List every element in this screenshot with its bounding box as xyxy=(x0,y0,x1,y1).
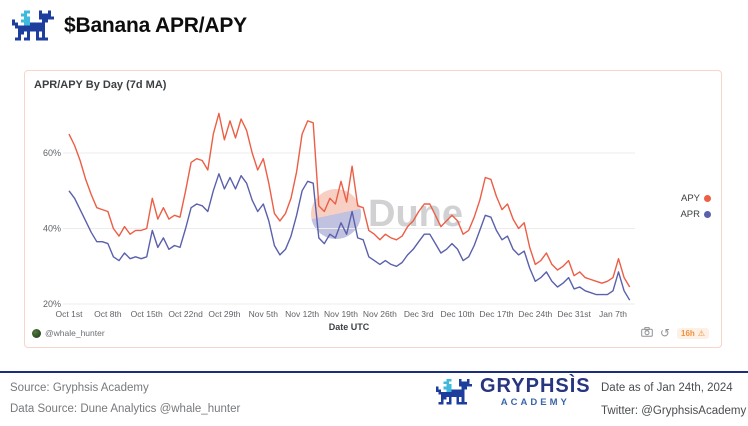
chart-toolbar: ↺ 16h ⚠ xyxy=(641,326,709,340)
data-age-label: 16h xyxy=(681,328,695,338)
footer-divider xyxy=(0,371,748,373)
svg-text:60%: 60% xyxy=(43,148,61,158)
x-tick-label: Oct 1st xyxy=(55,309,83,319)
x-tick-label: Dec 3rd xyxy=(403,309,434,319)
x-tick-label: Oct 8th xyxy=(94,309,122,319)
warning-icon: ⚠ xyxy=(697,328,705,338)
brand-wordmark: GRYPHSÌS ACADEMY xyxy=(480,376,591,408)
chart-panel: Dune 20% 40% 60% APR/APY By Day (7d MA) Oc… xyxy=(24,70,722,348)
author-handle[interactable]: @whale_hunter xyxy=(32,328,105,338)
chart-title: APR/APY By Day (7d MA) xyxy=(34,79,167,91)
gryphsis-logo-icon xyxy=(436,379,472,406)
x-axis-ticks: Oct 1st Oct 8th Oct 15th Oct 22nd Oct 29th No… xyxy=(25,309,721,321)
camera-icon xyxy=(641,326,653,337)
legend-item-apy[interactable]: APY xyxy=(681,193,711,204)
author-handle-label: @whale_hunter xyxy=(45,328,105,338)
x-tick-label: Nov 26th xyxy=(362,309,397,319)
footer-brand: GRYPHSÌS ACADEMY xyxy=(436,376,591,408)
screenshot-button[interactable] xyxy=(641,326,653,339)
x-tick-label: Dec 10th xyxy=(440,309,475,319)
svg-text:20%: 20% xyxy=(43,299,61,309)
as-of-date: Date as of Jan 24th, 2024 xyxy=(601,382,733,394)
x-tick-label: Dec 31st xyxy=(557,309,591,319)
x-tick-label: Oct 15th xyxy=(130,309,163,319)
data-age-badge[interactable]: 16h ⚠ xyxy=(677,327,709,339)
chart-legend: APY APR xyxy=(680,193,711,220)
x-tick-label: Jan 7th xyxy=(599,309,627,319)
x-tick-label: Nov 5th xyxy=(248,309,278,319)
brand-name: GRYPHSÌS xyxy=(480,375,591,397)
x-tick-label: Nov 12th xyxy=(285,309,320,319)
svg-text:40%: 40% xyxy=(43,224,61,234)
legend-dot-icon xyxy=(704,211,711,218)
pixel-dragon-logo-icon xyxy=(12,10,54,42)
footer-meta: Date as of Jan 24th, 2024 Twitter: @Gryp… xyxy=(601,377,746,423)
page-title: $Banana APR/APY xyxy=(64,14,247,37)
legend-dot-icon xyxy=(704,195,711,202)
x-axis-title: Date UTC xyxy=(328,322,370,332)
line-chart: 20% 40% 60% xyxy=(43,112,635,309)
twitter-handle: Twitter: @GryphsisAcademy xyxy=(601,405,747,417)
x-tick-label: Nov 19th xyxy=(323,309,358,319)
legend-label: APR xyxy=(680,209,700,220)
brand-subtitle: ACADEMY xyxy=(500,397,570,408)
x-tick-label: Dec 17th xyxy=(479,309,514,319)
refresh-icon[interactable]: ↺ xyxy=(659,326,671,340)
x-tick-label: Oct 22nd xyxy=(168,309,203,319)
source-label: Source: Gryphsis Academy xyxy=(10,382,149,394)
header: $Banana APR/APY xyxy=(12,10,247,42)
legend-label: APY xyxy=(680,193,700,204)
data-source-label: Data Source: Dune Analytics @whale_hunte… xyxy=(10,403,241,415)
x-tick-label: Dec 24th xyxy=(518,309,553,319)
legend-item-apr[interactable]: APR xyxy=(680,209,711,220)
footer-sources: Source: Gryphsis Academy Data Source: Du… xyxy=(10,378,240,420)
dune-watermark-text: Dune xyxy=(368,192,463,235)
x-tick-label: Oct 29th xyxy=(208,309,241,319)
author-avatar xyxy=(32,328,41,338)
